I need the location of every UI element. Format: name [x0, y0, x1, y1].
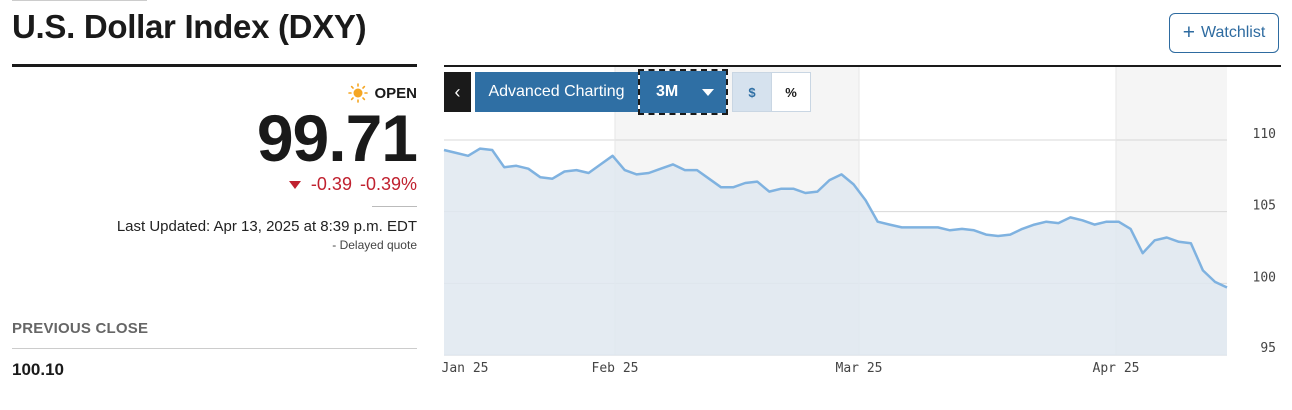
- add-to-watchlist-button[interactable]: + Watchlist: [1169, 13, 1279, 53]
- delayed-quote-note: - Delayed quote: [332, 238, 417, 252]
- top-divider: [12, 0, 147, 1]
- watchlist-label: Watchlist: [1200, 24, 1266, 41]
- value-mode-toggle: $ %: [732, 72, 811, 112]
- x-tick-label: Apr 25: [1093, 361, 1140, 376]
- price-area: [444, 148, 1227, 355]
- change-percent: -0.39%: [359, 174, 417, 194]
- y-tick-label: 95: [1260, 341, 1276, 356]
- plus-icon: +: [1182, 20, 1195, 44]
- previous-close-label: PREVIOUS CLOSE: [12, 320, 149, 337]
- market-status: OPEN: [348, 83, 417, 103]
- chevron-down-icon: [702, 88, 714, 96]
- currency-mode-button[interactable]: $: [733, 73, 771, 111]
- chart-divider: [444, 65, 1281, 67]
- previous-close-value: 100.10: [12, 360, 64, 379]
- change-value: -0.39: [310, 174, 352, 194]
- time-range-select[interactable]: 3M: [638, 69, 728, 115]
- y-axis-ticks: 110 105 100 95: [1253, 127, 1276, 356]
- chart-back-button[interactable]: ‹: [444, 72, 471, 112]
- y-tick-label: 110: [1253, 127, 1276, 142]
- percent-mode-button[interactable]: %: [771, 73, 810, 111]
- sun-icon: [348, 83, 369, 103]
- page-title: U.S. Dollar Index (DXY): [12, 8, 367, 45]
- quote-divider: [12, 64, 417, 67]
- x-axis-ticks: Jan 25 Feb 25 Mar 25 Apr 25: [442, 361, 1140, 376]
- x-tick-label: Mar 25: [836, 361, 883, 376]
- x-tick-label: Feb 25: [592, 361, 639, 376]
- chevron-left-icon: ‹: [454, 81, 461, 102]
- previous-close-divider: [12, 348, 417, 349]
- time-range-label: 3M: [656, 83, 679, 100]
- down-triangle-icon: [288, 180, 301, 189]
- price-change: -0.39 -0.39%: [288, 174, 417, 195]
- quote-mini-divider: [372, 206, 417, 207]
- y-tick-label: 100: [1253, 270, 1276, 285]
- market-status-label: OPEN: [374, 84, 417, 102]
- price-line: [443, 147, 1228, 289]
- last-updated: Last Updated: Apr 13, 2025 at 8:39 p.m. …: [116, 218, 417, 235]
- advanced-charting-button[interactable]: Advanced Charting: [475, 72, 638, 112]
- y-tick-label: 105: [1253, 199, 1276, 214]
- x-tick-label: Jan 25: [442, 361, 489, 376]
- last-price: 99.71: [256, 101, 418, 175]
